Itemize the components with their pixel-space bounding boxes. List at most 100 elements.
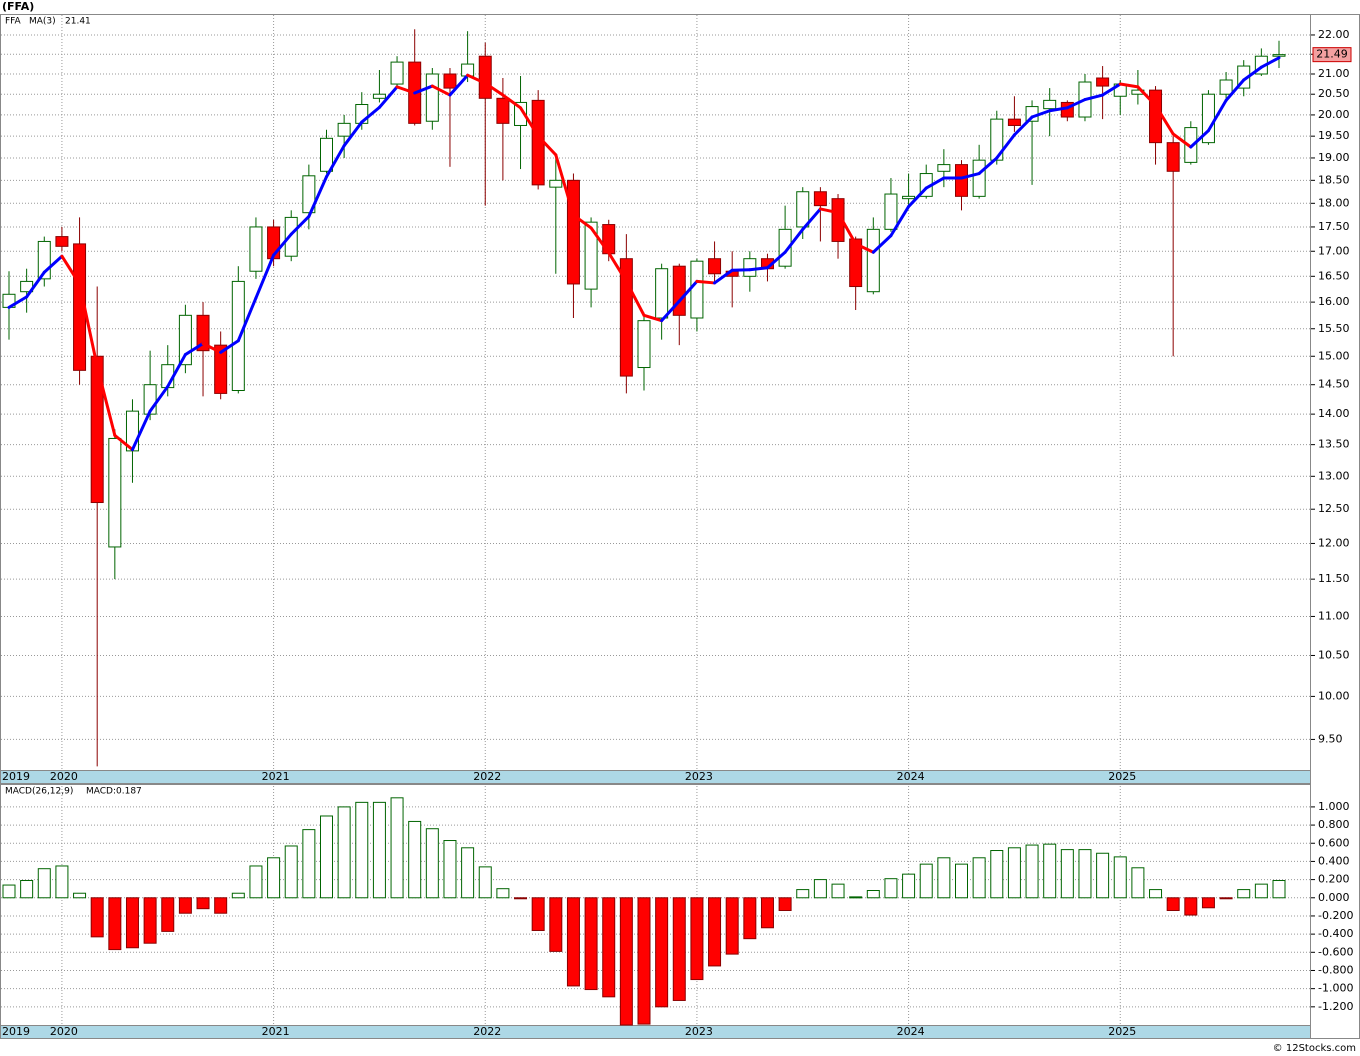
macd-bar xyxy=(619,897,633,1026)
ma-line xyxy=(677,279,699,303)
candle-body xyxy=(284,216,298,257)
candle-body xyxy=(849,238,863,288)
ma-line xyxy=(60,254,82,286)
y-tick-label: 1.000 xyxy=(1318,800,1350,813)
macd-bar xyxy=(955,863,968,899)
candle-body xyxy=(778,228,792,267)
y-tick-label: 20.00 xyxy=(1318,108,1350,121)
y-tick-label: 22.00 xyxy=(1318,28,1350,41)
ma-line xyxy=(607,251,628,283)
macd-bar xyxy=(1043,843,1057,899)
y-tick-label: 10.50 xyxy=(1318,648,1350,661)
macd-bar xyxy=(1237,889,1251,899)
macd-bar xyxy=(725,897,739,955)
macd-bar xyxy=(849,896,863,899)
candle-body xyxy=(584,221,598,290)
ma-line xyxy=(78,282,99,368)
macd-bar xyxy=(320,815,333,899)
ma-line xyxy=(42,254,64,274)
ma-line xyxy=(95,364,117,437)
ma-line xyxy=(589,226,611,255)
ma-line xyxy=(201,341,223,354)
y-tick-label: 0.400 xyxy=(1318,854,1350,867)
candle-body xyxy=(108,437,122,548)
candle-body xyxy=(1166,142,1180,172)
y-tick-label: 12.00 xyxy=(1318,536,1350,549)
macd-bar xyxy=(284,845,298,899)
macd-bar xyxy=(566,897,580,987)
ma-line xyxy=(1083,93,1105,102)
ma-line xyxy=(783,227,805,254)
legend-entry: MA(3) xyxy=(29,17,56,27)
macd-bar xyxy=(602,897,616,998)
candle-body xyxy=(637,320,651,369)
y-tick-label: 20.50 xyxy=(1318,87,1350,100)
candle-body xyxy=(690,260,704,319)
macd-bar xyxy=(214,897,228,914)
macd-bar xyxy=(249,865,263,899)
candle-body xyxy=(337,122,351,137)
y-tick-label: 19.00 xyxy=(1318,151,1350,164)
ma-line xyxy=(1171,132,1193,149)
candle-body xyxy=(320,137,333,172)
macd-bar xyxy=(125,897,139,949)
macd-bar xyxy=(1007,847,1021,899)
macd-bar xyxy=(2,884,16,899)
ma-line xyxy=(413,84,434,95)
macd-bar xyxy=(1166,897,1180,911)
macd-bar xyxy=(743,897,757,940)
x-tick-label: 2022 xyxy=(473,1025,501,1038)
candle-body xyxy=(214,344,228,394)
price-tag-label: 21.49 xyxy=(1316,48,1348,61)
macd-bar xyxy=(990,850,1004,899)
candle-body xyxy=(372,93,386,99)
ma-line xyxy=(730,268,752,272)
macd-bar xyxy=(884,878,898,899)
y-tick-label: 0.200 xyxy=(1318,873,1350,886)
legend-entry: FFA xyxy=(5,17,22,27)
candle-body xyxy=(302,175,316,214)
candle-body xyxy=(1219,79,1233,95)
ma-line xyxy=(960,172,981,180)
ma-line xyxy=(148,384,170,413)
y-tick-label: 12.50 xyxy=(1318,502,1350,515)
macd-bar xyxy=(637,897,651,1025)
macd-bar xyxy=(919,863,933,899)
ma-line xyxy=(519,106,540,138)
x-tick-label: 2019 xyxy=(2,1025,30,1038)
legend-value: 21.41 xyxy=(65,17,91,27)
candle-body xyxy=(972,159,986,197)
candle-body xyxy=(425,73,439,122)
ma-line xyxy=(1101,82,1122,97)
macd-bar xyxy=(831,883,845,899)
ma-line xyxy=(448,73,470,97)
y-tick-label: 11.00 xyxy=(1318,609,1350,622)
ma-line xyxy=(1259,56,1281,69)
macd-bar xyxy=(778,897,792,911)
macd-bar xyxy=(302,829,316,899)
macd-bar xyxy=(1096,852,1110,899)
ma-line xyxy=(977,156,999,176)
candle-body xyxy=(231,280,245,392)
candle-body xyxy=(955,164,968,197)
macd-bar xyxy=(760,897,774,929)
ma-line xyxy=(642,313,664,323)
ma-line xyxy=(554,153,575,217)
ma-line xyxy=(624,279,646,317)
x-tick-label: 2022 xyxy=(473,770,501,783)
macd-bar xyxy=(937,857,951,899)
candle-body xyxy=(1043,99,1057,110)
ma-line xyxy=(1012,115,1034,137)
axis-column xyxy=(1310,14,1360,1039)
ma-line xyxy=(660,299,681,323)
ma-line xyxy=(1118,82,1140,89)
ma-line xyxy=(1154,103,1175,136)
y-tick-label: 18.50 xyxy=(1318,173,1350,186)
ma-line xyxy=(713,268,734,285)
macd-bar xyxy=(73,892,87,899)
candle-body xyxy=(514,101,528,126)
ma-line xyxy=(272,232,293,257)
ma-line xyxy=(765,250,787,270)
ma-line xyxy=(924,176,946,190)
